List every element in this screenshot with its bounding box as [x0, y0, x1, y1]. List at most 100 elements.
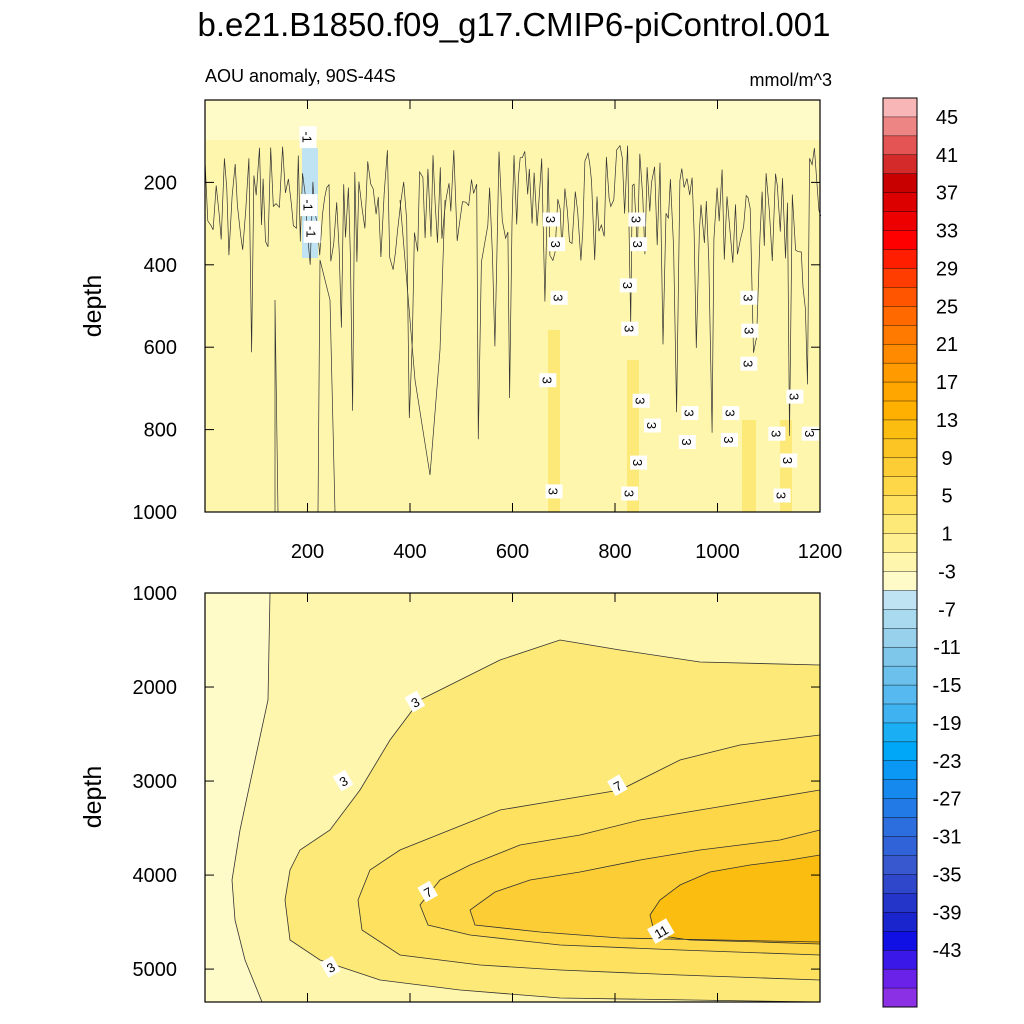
colorbar-swatch — [882, 703, 918, 724]
contour-label: 3 — [632, 393, 650, 408]
contour-label-text: 3 — [543, 216, 558, 223]
colorbar-swatch — [882, 457, 918, 478]
contour-label-box — [740, 290, 758, 305]
y-tick-label: 400 — [144, 255, 177, 277]
contour-label: 3 — [621, 321, 639, 336]
contour-label: 3 — [630, 237, 648, 252]
contour-label-box — [545, 484, 563, 499]
x-tick-label: 800 — [598, 541, 631, 563]
colorbar-swatch — [882, 514, 918, 535]
contour-label: 3 — [801, 426, 819, 441]
colorbar-label: -43 — [933, 940, 962, 962]
colorbar-swatch — [882, 609, 918, 629]
colorbar-swatch — [882, 817, 918, 838]
colorbar-swatch — [882, 855, 918, 875]
colorbar-label: -11 — [933, 637, 960, 659]
colorbar-label: 9 — [941, 448, 952, 470]
contour-label-text: 3 — [741, 327, 756, 334]
contour-label-box — [621, 321, 639, 336]
contour-label-text: 3 — [546, 488, 561, 495]
bottom-y-axis-label: depth — [79, 766, 107, 829]
units-subtitle: mmol/m^3 — [750, 70, 832, 90]
colorbar-frame — [882, 97, 918, 1008]
top-plot-area — [205, 100, 820, 512]
left-subtitle: AOU anomaly, 90S-44S — [205, 66, 396, 86]
contour-label-text: 3 — [644, 422, 659, 429]
colorbar-label: 37 — [936, 183, 958, 205]
colorbar-swatch — [882, 968, 918, 989]
colorbar-swatch — [882, 741, 918, 762]
contour-label-text: 3 — [539, 377, 554, 384]
y-tick-label: 1000 — [133, 583, 178, 605]
contour-label-box — [678, 435, 696, 449]
contour-label: 3 — [542, 212, 560, 227]
colorbar-label: 41 — [936, 145, 958, 167]
colorbar-swatch — [882, 665, 918, 686]
colorbar-swatch — [882, 192, 918, 213]
contour-label-box — [768, 426, 786, 441]
colorbar-label: 21 — [936, 334, 958, 356]
bottom-panel: 3 3 3 7 7 11 1000 2000 3000 4000 5000 depth — [79, 583, 821, 1003]
colorbar-swatch — [882, 343, 918, 364]
contour-label: 3 — [768, 426, 786, 441]
contour-label-text: 11 — [652, 922, 671, 942]
contour-label-text: 3 — [633, 397, 648, 404]
contour-label-box — [720, 432, 738, 447]
contour-label-text: 3 — [548, 241, 563, 248]
contour-label-text: 3 — [681, 409, 696, 416]
contour-label-text: -1 — [300, 131, 315, 143]
x-tick-label: 400 — [393, 541, 426, 563]
contour-label-box — [722, 406, 740, 421]
contour-label-box — [539, 373, 557, 388]
colorbar-swatch — [882, 893, 918, 913]
contour-label-box — [607, 774, 628, 797]
y-tick-label: 200 — [144, 172, 177, 194]
y-tick-label: 2000 — [133, 677, 178, 699]
colorbar-label: -23 — [933, 751, 962, 773]
contour-label: 3 — [621, 486, 639, 501]
colorbar-swatch — [882, 684, 918, 705]
contour-label: 3 — [332, 769, 354, 792]
contour-label: 3 — [548, 237, 566, 252]
colorbar-swatch — [882, 230, 918, 250]
contour-label-text: 3 — [620, 282, 635, 289]
colorbar-label: 5 — [941, 486, 952, 508]
contour-label: 3 — [628, 212, 646, 227]
contour-label-text: 3 — [630, 459, 645, 466]
contour-label: 3 — [545, 484, 563, 499]
colorbar-swatch — [882, 362, 918, 383]
y-tick-label: 800 — [144, 420, 177, 442]
y-tick-label: 3000 — [133, 771, 178, 793]
colorbar-label: 45 — [936, 107, 958, 129]
contour-label: 3 — [630, 455, 648, 470]
colorbar-label: -3 — [938, 561, 956, 583]
contour-label-box — [630, 455, 648, 470]
colorbar-swatch — [882, 287, 918, 307]
contour-label-box — [548, 237, 566, 252]
contour-label-box — [801, 426, 819, 441]
colorbar-swatch — [882, 476, 918, 497]
colorbar-swatch — [882, 211, 918, 232]
colorbar-label: -39 — [933, 902, 962, 924]
contour-label-box — [780, 453, 798, 468]
contour-label-box — [773, 488, 791, 503]
colorbar-label: 33 — [936, 221, 958, 243]
colorbar-swatch — [882, 571, 918, 591]
contour-label-text: 3 — [802, 430, 817, 437]
contour-label-text: 3 — [629, 216, 644, 223]
contour-label-box — [741, 323, 759, 338]
colorbar: 45 41 37 33 29 25 21 17 13 9 5 1 -3 -7 -11 -15 -19 -23 -27… — [882, 97, 962, 1008]
contour-label-box — [681, 406, 699, 421]
colorbar-swatch — [882, 116, 918, 137]
colorbar-swatch — [882, 381, 918, 402]
y-tick-label: 5000 — [133, 959, 178, 981]
colorbar-label: 25 — [936, 296, 958, 318]
colorbar-swatch — [882, 798, 918, 819]
contour-label: -1 — [300, 194, 318, 217]
x-tick-label: 1200 — [798, 541, 843, 563]
colorbar-swatch — [882, 325, 918, 345]
colorbar-label: -35 — [933, 864, 962, 886]
contour-label-box — [332, 769, 354, 792]
contour-label-text: 3 — [722, 409, 737, 416]
